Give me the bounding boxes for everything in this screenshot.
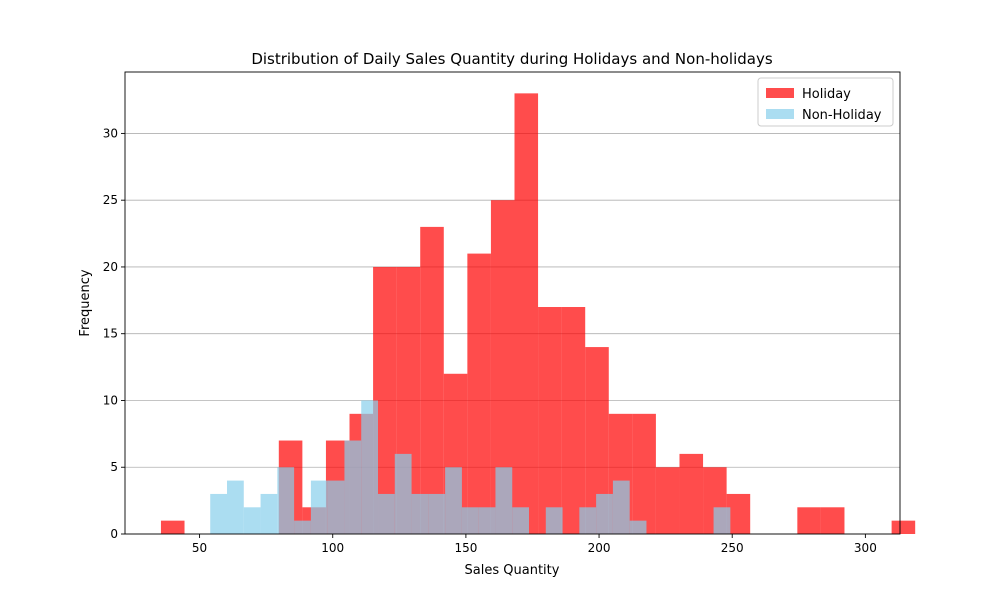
bar-holiday (490, 200, 515, 534)
bar-non-holiday (596, 493, 613, 534)
axes: 50 100 150 200 250 300 0 5 10 15 20 25 30 (103, 71, 901, 555)
y-tick-label: 30 (103, 126, 118, 140)
plot-frame (124, 71, 901, 535)
bar-non-holiday (361, 400, 379, 534)
bar-non-holiday (294, 520, 311, 534)
bar-holiday (373, 266, 397, 534)
bar-non-holiday (210, 493, 228, 534)
bar-holiday (514, 93, 539, 534)
bar-holiday (891, 520, 916, 534)
x-tick-label: 50 (192, 541, 207, 555)
chart-title: Distribution of Daily Sales Quantity dur… (251, 50, 773, 68)
bar-non-holiday (445, 467, 462, 534)
y-tick-label: 10 (103, 393, 118, 407)
x-tick-label: 150 (454, 541, 477, 555)
x-tick-label: 250 (721, 541, 744, 555)
legend: Holiday Non-Holiday (757, 77, 894, 127)
legend-label: Non-Holiday (802, 108, 882, 123)
bar-non-holiday (495, 467, 513, 534)
bar-holiday (679, 453, 704, 534)
bar-holiday (726, 493, 751, 534)
bar-holiday (467, 253, 491, 534)
bar-holiday (797, 507, 821, 534)
x-tick-label: 300 (854, 541, 877, 555)
bar-non-holiday (344, 440, 362, 534)
bar-non-holiday (227, 480, 244, 534)
y-tick-label: 0 (110, 527, 118, 541)
bar-non-holiday (411, 493, 429, 534)
bar-holiday (561, 307, 586, 534)
x-tick-label: 100 (321, 541, 344, 555)
bar-non-holiday (478, 507, 496, 534)
y-axis-label: Frequency (78, 269, 93, 336)
y-tick-label: 15 (103, 327, 118, 341)
bar-holiday (420, 226, 444, 534)
bar-non-holiday (612, 480, 630, 534)
bar-non-holiday (545, 507, 563, 534)
bar-holiday (160, 520, 185, 534)
bar-non-holiday (629, 520, 647, 534)
bar-non-holiday (243, 507, 261, 534)
bar-non-holiday (579, 507, 597, 534)
bar-non-holiday (310, 480, 328, 534)
legend-label: Holiday (802, 87, 851, 102)
legend-swatch (766, 109, 794, 119)
bar-non-holiday (512, 507, 530, 534)
bar-holiday (585, 347, 609, 534)
bar-holiday (538, 307, 562, 534)
y-tick-label: 25 (103, 193, 118, 207)
bar-non-holiday (428, 493, 446, 534)
x-axis-label: Sales Quantity (465, 563, 560, 578)
y-tick-label: 20 (103, 260, 118, 274)
bar-non-holiday (394, 453, 412, 534)
bar-non-holiday (277, 467, 295, 534)
bar-holiday (632, 413, 656, 534)
bar-non-holiday (327, 480, 345, 534)
bar-non-holiday (461, 507, 479, 534)
bars (160, 93, 916, 534)
bar-holiday (655, 467, 680, 534)
x-tick-label: 200 (588, 541, 611, 555)
bar-non-holiday (260, 493, 278, 534)
y-tick-label: 5 (110, 460, 118, 474)
legend-swatch (766, 88, 794, 98)
bar-non-holiday (713, 507, 731, 534)
bar-holiday (820, 507, 845, 534)
bar-non-holiday (378, 493, 395, 534)
